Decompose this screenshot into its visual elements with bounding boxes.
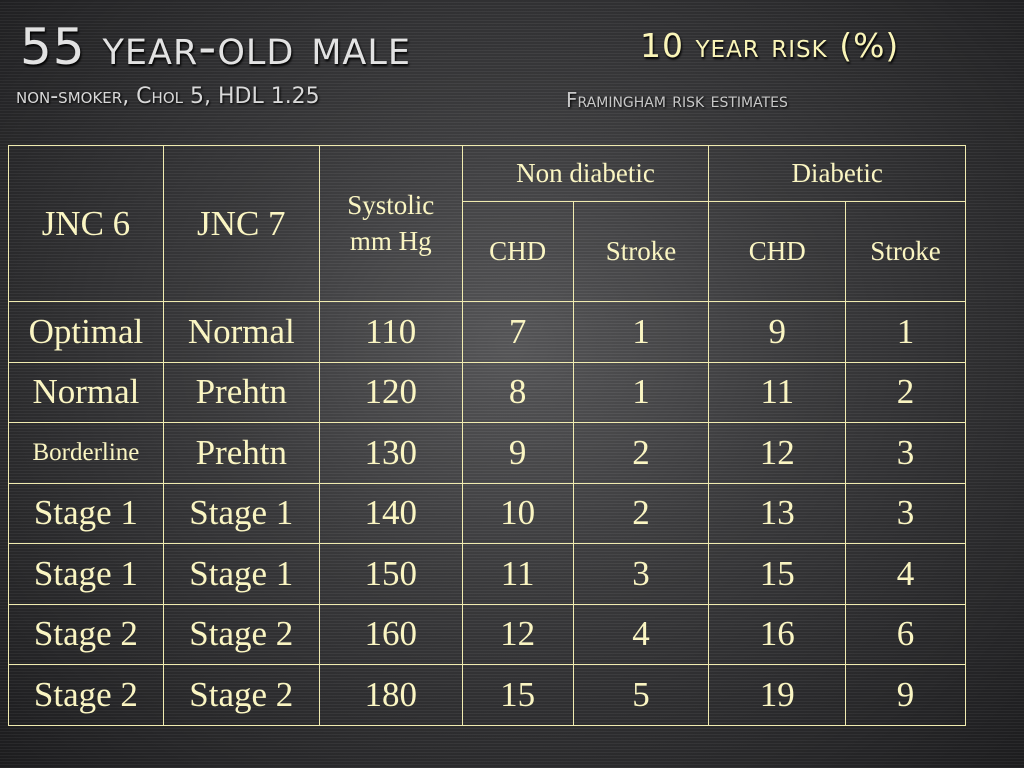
jnc7-cell: Prehtn bbox=[162, 361, 320, 423]
diabetic-stroke-cell: 6 bbox=[845, 603, 966, 665]
header-chd: CHD bbox=[708, 201, 847, 302]
diabetic-stroke-cell: 9 bbox=[845, 664, 966, 726]
diabetic-chd-cell: 11 bbox=[708, 361, 847, 423]
jnc6-cell: Stage 2 bbox=[8, 664, 164, 726]
diabetic-chd-cell: 15 bbox=[708, 543, 847, 605]
diabetic-chd-cell: 19 bbox=[708, 664, 847, 726]
jnc7-cell: Prehtn bbox=[162, 422, 320, 484]
diabetic-chd-cell: 12 bbox=[708, 422, 847, 484]
nondiabetic-chd-cell: 9 bbox=[461, 422, 574, 484]
nondiabetic-stroke-cell: 5 bbox=[572, 664, 710, 726]
jnc6-cell: Optimal bbox=[8, 301, 164, 363]
risk-table: JNC 6 JNC 7 Systolic mm Hg Non diabetic … bbox=[8, 145, 966, 726]
risk-label: 10 year risk (%) bbox=[640, 26, 900, 65]
nondiabetic-stroke-cell: 4 bbox=[572, 603, 710, 665]
patient-subtitle: non-smoker, Chol 5, HDL 1.25 bbox=[16, 84, 320, 109]
nondiabetic-stroke-cell: 2 bbox=[572, 482, 710, 544]
table-row: Stage 2 Stage 2 180 15 5 19 9 bbox=[8, 664, 966, 726]
header-jnc6: JNC 6 bbox=[8, 145, 164, 302]
header-diabetic: Diabetic bbox=[708, 145, 966, 202]
jnc6-cell: Borderline bbox=[8, 422, 164, 484]
nondiabetic-chd-cell: 11 bbox=[461, 543, 574, 605]
diabetic-stroke-cell: 1 bbox=[845, 301, 966, 363]
diabetic-stroke-cell: 4 bbox=[845, 543, 966, 605]
table-row: Borderline Prehtn 130 9 2 12 3 bbox=[8, 422, 966, 484]
header-chd: CHD bbox=[461, 201, 574, 302]
header-stroke: Stroke bbox=[845, 201, 966, 302]
diabetic-stroke-cell: 3 bbox=[845, 422, 966, 484]
nondiabetic-chd-cell: 12 bbox=[461, 603, 574, 665]
jnc7-cell: Stage 1 bbox=[162, 482, 320, 544]
source-label: Framingham risk estimates bbox=[566, 88, 788, 112]
diabetic-stroke-cell: 3 bbox=[845, 482, 966, 544]
table-row: Stage 1 Stage 1 140 10 2 13 3 bbox=[8, 482, 966, 544]
diabetic-chd-cell: 13 bbox=[708, 482, 847, 544]
nondiabetic-chd-cell: 15 bbox=[461, 664, 574, 726]
jnc6-cell: Stage 1 bbox=[8, 543, 164, 605]
diabetic-chd-cell: 16 bbox=[708, 603, 847, 665]
systolic-cell: 120 bbox=[318, 361, 463, 423]
systolic-cell: 150 bbox=[318, 543, 463, 605]
nondiabetic-stroke-cell: 3 bbox=[572, 543, 710, 605]
header-systolic: Systolic mm Hg bbox=[318, 145, 463, 302]
jnc7-cell: Stage 2 bbox=[162, 603, 320, 665]
table-row: Normal Prehtn 120 8 1 11 2 bbox=[8, 361, 966, 423]
table-row: Stage 2 Stage 2 160 12 4 16 6 bbox=[8, 603, 966, 665]
nondiabetic-chd-cell: 7 bbox=[461, 301, 574, 363]
nondiabetic-stroke-cell: 2 bbox=[572, 422, 710, 484]
jnc6-cell: Stage 2 bbox=[8, 603, 164, 665]
systolic-cell: 130 bbox=[318, 422, 463, 484]
jnc7-cell: Stage 1 bbox=[162, 543, 320, 605]
jnc7-cell: Normal bbox=[162, 301, 320, 363]
table-row: Optimal Normal 110 7 1 9 1 bbox=[8, 301, 966, 363]
diabetic-stroke-cell: 2 bbox=[845, 361, 966, 423]
systolic-cell: 180 bbox=[318, 664, 463, 726]
header-stroke: Stroke bbox=[572, 201, 710, 302]
nondiabetic-chd-cell: 10 bbox=[461, 482, 574, 544]
systolic-cell: 110 bbox=[318, 301, 463, 363]
table-row: Stage 1 Stage 1 150 11 3 15 4 bbox=[8, 543, 966, 605]
header-jnc7: JNC 7 bbox=[162, 145, 320, 302]
systolic-cell: 140 bbox=[318, 482, 463, 544]
jnc6-cell: Normal bbox=[8, 361, 164, 423]
nondiabetic-stroke-cell: 1 bbox=[572, 361, 710, 423]
jnc7-cell: Stage 2 bbox=[162, 664, 320, 726]
nondiabetic-stroke-cell: 1 bbox=[572, 301, 710, 363]
diabetic-chd-cell: 9 bbox=[708, 301, 847, 363]
jnc6-cell: Stage 1 bbox=[8, 482, 164, 544]
systolic-cell: 160 bbox=[318, 603, 463, 665]
header-non-diabetic: Non diabetic bbox=[461, 145, 710, 202]
slide-title: 55 year-old male bbox=[20, 18, 411, 76]
nondiabetic-chd-cell: 8 bbox=[461, 361, 574, 423]
